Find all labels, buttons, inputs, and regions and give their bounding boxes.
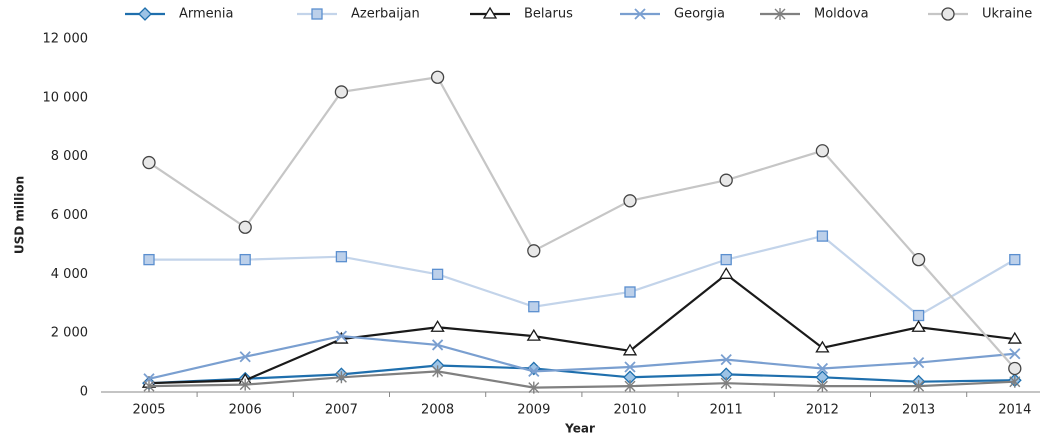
marker <box>622 343 638 356</box>
legend-label: Ukraine <box>982 7 1032 22</box>
marker <box>816 380 828 393</box>
marker <box>815 144 830 158</box>
marker <box>311 8 323 20</box>
marker <box>239 253 251 266</box>
line <box>148 272 1015 385</box>
y-tick-label: 2 000 <box>51 326 88 341</box>
marker <box>815 340 830 353</box>
legend-label: Armenia <box>179 7 234 22</box>
marker <box>335 251 348 263</box>
marker <box>719 267 734 279</box>
line <box>148 334 1015 380</box>
x-tick-label: 2006 <box>229 403 262 418</box>
marker <box>624 361 636 373</box>
marker <box>1007 331 1022 344</box>
marker <box>719 173 733 187</box>
marker <box>138 7 152 21</box>
marker <box>816 230 829 242</box>
line <box>148 370 1015 389</box>
marker <box>912 309 925 322</box>
x-axis-title: Year <box>564 422 595 436</box>
marker <box>911 252 926 267</box>
marker <box>1008 361 1022 376</box>
marker <box>913 380 925 393</box>
x-tick-label: 2011 <box>710 403 743 418</box>
marker <box>335 371 347 384</box>
marker <box>142 155 156 170</box>
marker <box>430 320 445 332</box>
marker <box>1009 375 1021 388</box>
marker <box>774 8 786 20</box>
marker <box>634 8 646 20</box>
x-tick-label: 2012 <box>806 403 839 418</box>
line <box>148 364 1015 385</box>
line <box>149 234 1016 317</box>
legend-label: Belarus <box>524 7 573 22</box>
marker <box>528 381 540 394</box>
legend-label: Georgia <box>674 7 725 22</box>
marker <box>334 85 349 99</box>
marker <box>238 220 252 234</box>
marker <box>816 362 829 375</box>
marker <box>239 351 251 363</box>
series <box>142 70 1022 376</box>
marker <box>335 330 348 342</box>
marker <box>720 354 732 366</box>
marker <box>143 380 155 393</box>
y-tick-label: 4 000 <box>51 267 88 282</box>
marker <box>1009 348 1021 360</box>
series <box>143 365 1021 394</box>
x-tick-label: 2014 <box>998 403 1031 418</box>
marker <box>430 70 445 84</box>
marker <box>431 268 444 280</box>
y-tick-label: 0 <box>80 385 88 400</box>
marker <box>720 253 732 266</box>
series <box>143 230 1021 322</box>
marker <box>432 365 444 378</box>
marker <box>143 253 155 266</box>
x-tick-label: 2009 <box>517 403 550 418</box>
legend-label: Moldova <box>814 7 869 22</box>
marker <box>239 378 251 391</box>
marker <box>528 301 540 313</box>
x-tick-label: 2013 <box>902 403 935 418</box>
marker <box>911 320 926 332</box>
marker <box>528 365 540 378</box>
x-tick-label: 2005 <box>132 403 165 418</box>
y-tick-label: 8 000 <box>51 149 88 164</box>
y-axis-title: USD million <box>13 176 27 254</box>
x-tick-label: 2007 <box>325 403 358 418</box>
marker <box>1009 253 1021 266</box>
marker <box>623 194 637 208</box>
legend-label: Azerbaijan <box>351 7 420 22</box>
series <box>143 330 1021 385</box>
marker <box>624 286 636 298</box>
marker <box>624 380 636 393</box>
marker <box>941 7 955 21</box>
marker <box>431 339 444 351</box>
marker <box>912 356 925 369</box>
marker <box>720 377 732 390</box>
line <box>148 76 1016 370</box>
marker <box>526 328 541 341</box>
marker <box>482 6 498 19</box>
y-tick-label: 12 000 <box>43 32 89 47</box>
x-tick-label: 2010 <box>613 403 646 418</box>
marker <box>527 244 541 258</box>
y-tick-label: 6 000 <box>51 208 88 223</box>
y-tick-label: 10 000 <box>43 90 89 105</box>
x-tick-label: 2008 <box>421 403 454 418</box>
